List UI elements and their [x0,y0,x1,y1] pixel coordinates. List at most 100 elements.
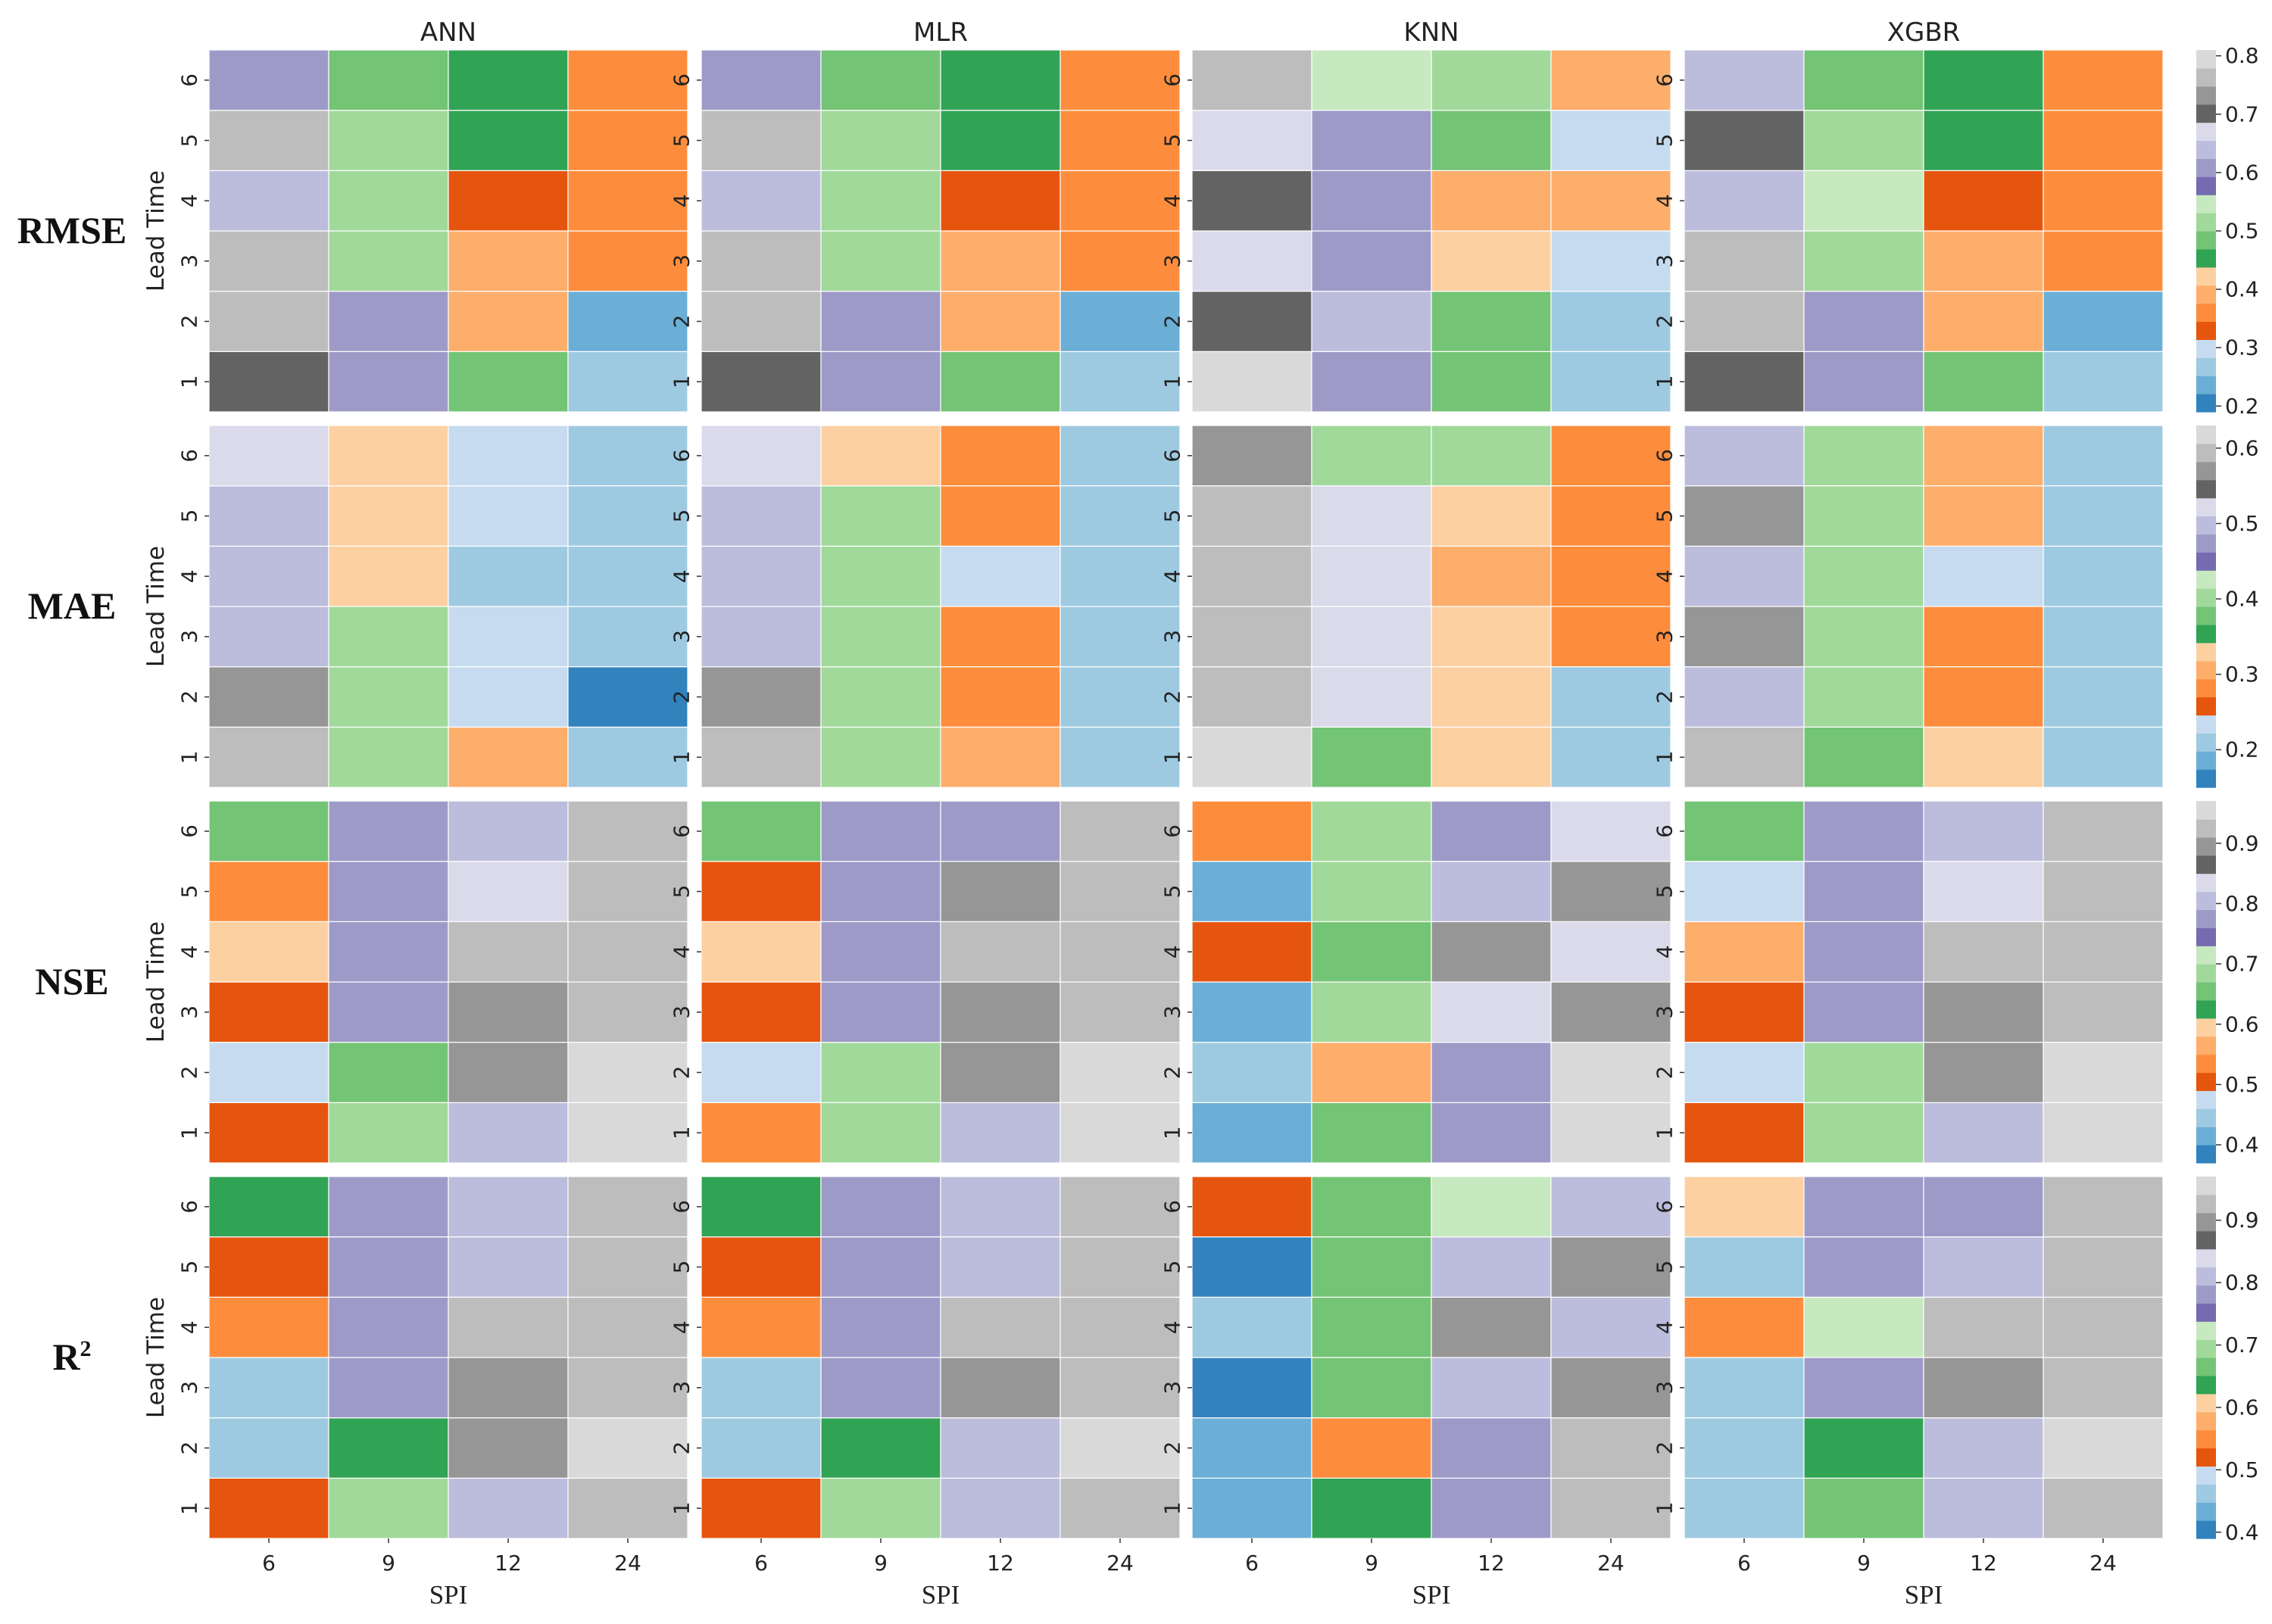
heatmap-cell [208,1296,329,1358]
model-title-knn: KNN [1403,17,1459,48]
heatmap-cell [2043,666,2164,728]
heatmap-cell [1060,170,1181,232]
heatmap-cell [208,485,329,547]
heatmap-cell [1191,291,1312,352]
heatmap-cell [208,921,329,983]
colorbar-segment [2196,855,2216,874]
colorbar-segment [2196,909,2216,928]
heatmap-cell [940,1417,1061,1479]
colorbar-segment [2196,678,2216,698]
heatmap-cell [567,291,688,352]
heatmap-cell [567,545,688,607]
heatmap-cell [1923,1102,2044,1164]
y-tick-label: 2 [1653,315,1677,329]
heatmap-cell [208,1236,329,1298]
colorbar-segment [2196,769,2216,788]
heatmap-cell [940,291,1061,352]
heatmap-cell [2043,921,2164,983]
heatmap-cell [820,800,941,862]
y-tick-label: 4 [177,569,202,583]
heatmap-cell [1550,726,1671,788]
colorbar-segment [2196,1108,2216,1127]
y-tick-label: 5 [669,885,694,899]
heatmap-cell [1060,800,1181,862]
heatmap-cell [1311,981,1432,1043]
x-tick-label: 9 [1365,1551,1378,1576]
colorbar-segment [2196,158,2216,177]
y-tick-label: 6 [1160,1200,1185,1214]
colorbar-segment [2196,357,2216,376]
heatmap-cell [2043,230,2164,292]
heatmap-cell [328,1357,449,1419]
colorbar-segment [2196,122,2216,142]
heatmap-cell [1923,1357,2044,1419]
x-tick-label: 6 [754,1551,768,1576]
heatmap-cell [1684,425,1805,487]
heatmap-cell [1431,726,1552,788]
colorbar-segment [2196,1502,2216,1521]
heatmap-cell [1684,110,1805,171]
heatmap-cell [328,606,449,668]
x-tick-label: 24 [1106,1551,1134,1576]
heatmap-cell [1923,1477,2044,1539]
heatmap-cell [701,1477,822,1539]
colorbar-segment [2196,376,2216,394]
heatmap-cell [1684,49,1805,111]
y-tick-label: 5 [1653,885,1677,899]
heatmap-cell [1191,1176,1312,1238]
heatmap-cell [701,1417,822,1479]
heatmap-cell [208,291,329,352]
y-tick-label: 4 [669,1320,694,1334]
colorbar-segment [2196,516,2216,535]
heatmap-cell [1550,666,1671,728]
colorbar-segment [2196,67,2216,87]
heatmap-cell [1684,1176,1805,1238]
y-tick-label: 3 [1653,630,1677,644]
heatmap-cell [1191,1042,1312,1103]
heatmap-cell [1684,1417,1805,1479]
heatmap-cell [1431,351,1552,413]
heatmap-cell [1191,1477,1312,1539]
heatmap-cell [1431,861,1552,922]
y-tick-label: 5 [1160,134,1185,148]
y-tick-label: 4 [177,194,202,207]
heatmap-cell [1060,230,1181,292]
metric-title-nse: NSE [35,960,108,1002]
heatmap-cell [1550,230,1671,292]
colorbar-segment [2196,733,2216,752]
y-tick-label: 6 [1160,73,1185,87]
heatmap-cell [1191,230,1312,292]
heatmap-cell [448,425,569,487]
heatmap-cell [1923,861,2044,922]
heatmap-cell [820,1477,941,1539]
heatmap-cell [208,1417,329,1479]
heatmap-cell [820,1176,941,1238]
heatmap-cell [448,1417,569,1479]
heatmap-cell [1311,1042,1432,1103]
heatmap-cell [448,1357,569,1419]
metric-title-mae: MAE [28,584,117,627]
colorbar-segment [2196,394,2216,413]
colorbar-segment [2196,50,2216,69]
heatmap-cell [940,49,1061,111]
heatmap-cell [2043,1236,2164,1298]
colorbar-tick-label: 0.3 [2225,335,2259,360]
heatmap-cell [940,230,1061,292]
heatmap-cell [1923,545,2044,607]
heatmap-cell [1684,1236,1805,1298]
heatmap-cell [1431,485,1552,547]
y-tick-label: 6 [669,449,694,463]
heatmap-cell [701,110,822,171]
colorbar-tick-label: 0.6 [2225,1395,2259,1420]
heatmap-cell [820,861,941,922]
heatmap-cell [1431,49,1552,111]
heatmap-cell [328,1236,449,1298]
heatmap-cell [940,1357,1061,1419]
heatmap-cell [1803,425,1924,487]
metric-title-r2: R2 [52,1336,91,1378]
heatmap-cell [208,606,329,668]
heatmap-cell [567,170,688,232]
colorbar-segment [2196,303,2216,323]
heatmap-cell [448,1042,569,1103]
heatmap-cell [567,1102,688,1164]
